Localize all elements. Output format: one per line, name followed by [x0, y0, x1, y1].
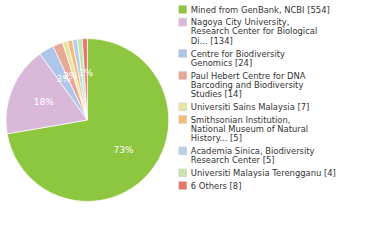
pie: [6, 39, 169, 202]
data-labels: 73%18%3%2%1%: [34, 68, 134, 156]
data-label: 18%: [34, 97, 54, 107]
legend-label: Academia Sinica, BiodiversityResearch Ce…: [191, 146, 315, 165]
legend-label: Centre for BiodiversityGenomics [24]: [191, 49, 285, 68]
legend-item: Universiti Sains Malaysia [7]: [179, 102, 310, 112]
legend-swatch: [179, 116, 187, 124]
pie-slice: [82, 39, 87, 120]
pie-slice: [77, 39, 87, 120]
legend-label-line: Di... [134]: [191, 36, 233, 46]
legend-swatch: [179, 169, 187, 177]
legend-swatch: [179, 50, 187, 58]
legend-item: 6 Others [8]: [179, 181, 242, 191]
legend-label-line: Mined from GenBank, NCBI [554]: [191, 5, 330, 15]
legend-label: Universiti Sains Malaysia [7]: [191, 102, 310, 112]
legend-label: 6 Others [8]: [191, 181, 242, 191]
legend-label-line: Studies [14]: [191, 89, 242, 99]
legend-label: Universiti Malaysia Terengganu [4]: [191, 168, 336, 178]
legend-item: Academia Sinica, BiodiversityResearch Ce…: [179, 146, 315, 165]
legend-label-line: Universiti Malaysia Terengganu [4]: [191, 168, 336, 178]
legend-swatch: [179, 147, 187, 155]
legend: Mined from GenBank, NCBI [554] Nagoya Cit…: [179, 5, 336, 191]
legend-item: Centre for BiodiversityGenomics [24]: [179, 49, 285, 68]
legend-label: Mined from GenBank, NCBI [554]: [191, 5, 330, 15]
legend-swatch: [179, 182, 187, 190]
legend-item: Universiti Malaysia Terengganu [4]: [179, 168, 336, 178]
data-label: 73%: [114, 145, 134, 155]
legend-label: Paul Hebert Centre for DNABarcoding and …: [191, 71, 306, 100]
chart: 73%18%3%2%1%Mined from GenBank, NCBI [55…: [0, 0, 380, 240]
legend-item: Nagoya City University,Research Center f…: [179, 17, 317, 46]
data-label: 1%: [79, 68, 94, 78]
legend-label-line: Universiti Sains Malaysia [7]: [191, 102, 310, 112]
legend-label-line: History... [5]: [191, 133, 242, 143]
legend-swatch: [179, 6, 187, 14]
legend-item: Smithsonian Institution,National Museum …: [179, 115, 308, 144]
legend-label: Smithsonian Institution,National Museum …: [191, 115, 308, 144]
legend-label: Nagoya City University,Research Center f…: [191, 17, 317, 46]
data-label: 2%: [63, 71, 78, 81]
legend-label-line: Research Center [5]: [191, 155, 275, 165]
legend-item: Mined from GenBank, NCBI [554]: [179, 5, 330, 15]
legend-label-line: Genomics [24]: [191, 58, 252, 68]
legend-label-line: 6 Others [8]: [191, 181, 242, 191]
legend-swatch: [179, 18, 187, 26]
legend-swatch: [179, 72, 187, 80]
legend-swatch: [179, 103, 187, 111]
legend-item: Paul Hebert Centre for DNABarcoding and …: [179, 71, 306, 100]
